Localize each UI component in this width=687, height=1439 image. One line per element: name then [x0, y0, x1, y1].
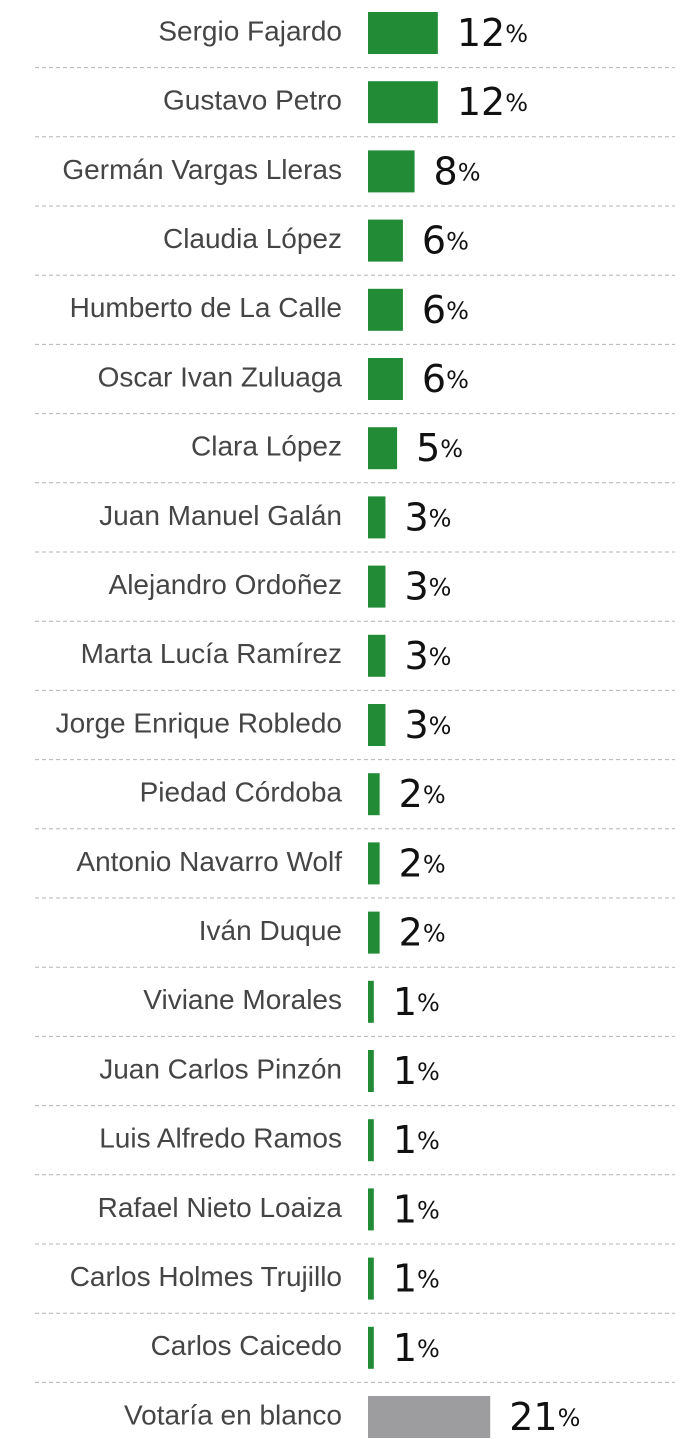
category-label: Votaría en blanco: [124, 1399, 342, 1430]
bar: [368, 1396, 491, 1438]
value-label: 3%: [404, 633, 451, 677]
category-label: Juan Carlos Pinzón: [99, 1053, 342, 1084]
value-label: 1%: [393, 1256, 440, 1300]
value-label: 3%: [404, 703, 451, 747]
bar: [368, 358, 403, 400]
bar: [368, 634, 386, 677]
value-label: 21%: [509, 1395, 580, 1439]
category-label: Marta Lucía Ramírez: [81, 638, 342, 669]
category-label: Iván Duque: [199, 915, 342, 946]
category-label: Juan Manuel Galán: [99, 500, 342, 531]
category-label: Alejandro Ordoñez: [109, 569, 342, 600]
value-label: 5%: [416, 426, 463, 470]
value-label: 6%: [422, 218, 469, 262]
value-label: 3%: [404, 495, 451, 539]
category-label: Germán Vargas Lleras: [62, 154, 342, 185]
bar: [368, 496, 386, 539]
value-label: 6%: [422, 287, 469, 331]
value-label: 3%: [404, 564, 451, 608]
value-label: 1%: [393, 1049, 440, 1093]
category-label: Antonio Navarro Wolf: [76, 846, 342, 877]
category-label: Sergio Fajardo: [158, 15, 342, 46]
bar: [368, 911, 380, 954]
category-label: Claudia López: [163, 223, 342, 254]
category-label: Rafael Nieto Loaiza: [98, 1192, 343, 1223]
bar: [368, 842, 380, 885]
category-label: Carlos Holmes Trujillo: [70, 1261, 342, 1292]
bar: [368, 288, 403, 331]
value-label: 12%: [457, 11, 528, 55]
bar: [368, 81, 438, 124]
value-label: 2%: [399, 841, 446, 885]
category-label: Piedad Córdoba: [140, 777, 343, 808]
bar: [368, 704, 386, 746]
category-label: Viviane Morales: [143, 984, 342, 1015]
value-label: 2%: [399, 910, 446, 954]
bar: [368, 1188, 374, 1231]
value-label: 1%: [393, 1325, 440, 1369]
value-label: 1%: [393, 1118, 440, 1162]
category-label: Humberto de La Calle: [70, 292, 342, 323]
value-label: 1%: [393, 979, 440, 1023]
category-label: Luis Alfredo Ramos: [99, 1123, 342, 1154]
value-label: 1%: [393, 1187, 440, 1231]
bar: [368, 1326, 374, 1369]
bar: [368, 219, 403, 262]
bar: [368, 1257, 374, 1300]
value-label: 6%: [422, 357, 469, 401]
bar: [368, 1050, 374, 1092]
bar: [368, 150, 415, 193]
category-label: Jorge Enrique Robledo: [56, 707, 342, 738]
bar: [368, 427, 398, 470]
category-label: Gustavo Petro: [163, 85, 342, 116]
bar: [368, 565, 386, 608]
bar: [368, 773, 380, 816]
bar: [368, 1119, 374, 1162]
value-label: 12%: [457, 80, 528, 124]
category-label: Oscar Ivan Zuluaga: [98, 361, 343, 392]
value-label: 2%: [399, 772, 446, 816]
value-label: 8%: [434, 149, 481, 193]
bar: [368, 980, 374, 1023]
bar: [368, 12, 438, 54]
category-label: Carlos Caicedo: [151, 1330, 342, 1361]
category-label: Clara López: [191, 431, 342, 462]
